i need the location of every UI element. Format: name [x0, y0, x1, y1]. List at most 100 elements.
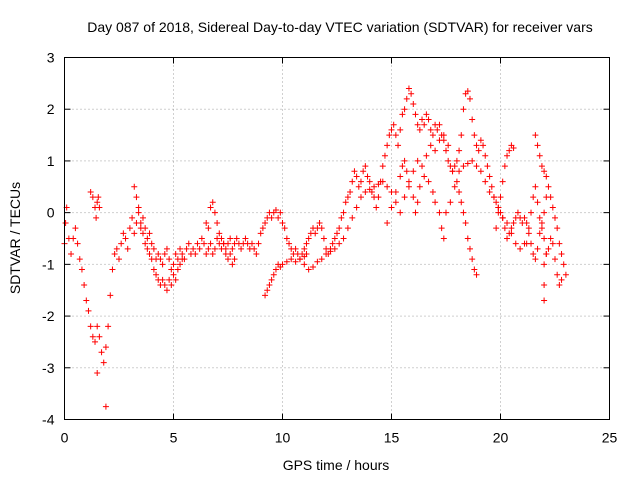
data-point	[392, 188, 399, 195]
data-point	[89, 194, 96, 201]
data-point	[384, 183, 391, 190]
data-point	[353, 204, 360, 211]
data-point	[153, 271, 160, 278]
data-point	[172, 276, 179, 283]
data-point	[179, 251, 186, 258]
data-point	[397, 209, 404, 216]
data-point	[227, 235, 234, 242]
data-point	[423, 111, 430, 118]
data-point	[536, 152, 543, 159]
data-point	[318, 256, 325, 263]
data-point	[144, 235, 151, 242]
data-point	[403, 168, 410, 175]
data-point	[562, 271, 569, 278]
data-point	[506, 147, 513, 154]
data-point	[530, 251, 537, 258]
data-point	[198, 235, 205, 242]
data-point	[486, 173, 493, 180]
data-point	[464, 235, 471, 242]
data-point	[471, 132, 478, 139]
data-point	[87, 323, 94, 330]
data-point	[72, 225, 79, 232]
data-point	[434, 126, 441, 133]
data-point	[166, 276, 173, 283]
data-point	[366, 178, 373, 185]
data-point	[543, 173, 550, 180]
y-tick-label: -4	[42, 412, 55, 428]
data-point	[416, 183, 423, 190]
data-point	[159, 276, 166, 283]
data-point	[423, 152, 430, 159]
data-point	[414, 121, 421, 128]
data-point	[233, 235, 240, 242]
data-point	[94, 323, 101, 330]
data-point	[214, 219, 221, 226]
series-track-9	[443, 157, 528, 252]
data-point	[126, 225, 133, 232]
data-point	[473, 271, 480, 278]
data-point	[122, 235, 129, 242]
data-point	[353, 173, 360, 180]
data-point	[541, 282, 548, 289]
data-point	[464, 160, 471, 167]
data-point	[336, 240, 343, 247]
data-point	[453, 178, 460, 185]
data-point	[340, 209, 347, 216]
data-point	[410, 101, 417, 108]
y-tick-label: -2	[42, 308, 55, 324]
data-point	[283, 235, 290, 242]
data-point	[388, 204, 395, 211]
data-point	[216, 230, 223, 237]
data-point	[554, 271, 561, 278]
data-point	[222, 245, 229, 252]
series-track-10	[493, 142, 517, 232]
data-point	[183, 245, 190, 252]
data-point	[379, 163, 386, 170]
data-point	[349, 178, 356, 185]
data-point	[347, 188, 354, 195]
data-point	[262, 219, 269, 226]
data-point	[497, 194, 504, 201]
data-point	[397, 126, 404, 133]
data-point	[142, 240, 149, 247]
data-point	[427, 126, 434, 133]
tick-layer: 0 5 10 15 20 25 -4 -3 -2 -1 0 1 2 3	[42, 50, 617, 446]
data-point	[116, 256, 122, 263]
data-point	[541, 261, 548, 268]
data-point	[538, 163, 545, 170]
data-point	[410, 168, 417, 175]
data-point	[543, 251, 550, 258]
x-tick-label: 10	[275, 430, 291, 446]
data-point	[355, 183, 362, 190]
x-tick-label: 25	[602, 430, 618, 446]
data-point	[456, 147, 463, 154]
data-point	[451, 183, 458, 190]
data-point	[203, 251, 210, 258]
data-point	[253, 251, 260, 258]
data-point	[81, 282, 88, 289]
data-point	[139, 214, 146, 221]
data-point	[405, 183, 412, 190]
data-point	[177, 245, 184, 252]
data-point	[528, 209, 535, 216]
data-point	[523, 240, 530, 247]
data-point	[504, 219, 511, 226]
data-point	[495, 209, 502, 216]
data-point	[323, 251, 330, 258]
data-point	[534, 142, 541, 149]
data-point	[538, 219, 545, 226]
data-point	[412, 111, 419, 118]
data-point	[475, 147, 482, 154]
data-point	[419, 116, 426, 123]
data-point	[530, 194, 537, 201]
x-axis-label: GPS time / hours	[283, 457, 390, 473]
data-point	[166, 256, 173, 263]
data-point	[342, 199, 349, 206]
y-tick-label: 2	[47, 101, 55, 117]
data-point	[427, 142, 434, 149]
chart-title: Day 087 of 2018, Sidereal Day-to-day VTE…	[87, 19, 593, 35]
data-point	[329, 240, 336, 247]
data-point	[190, 245, 197, 252]
data-point	[161, 251, 168, 258]
data-point	[83, 297, 90, 304]
